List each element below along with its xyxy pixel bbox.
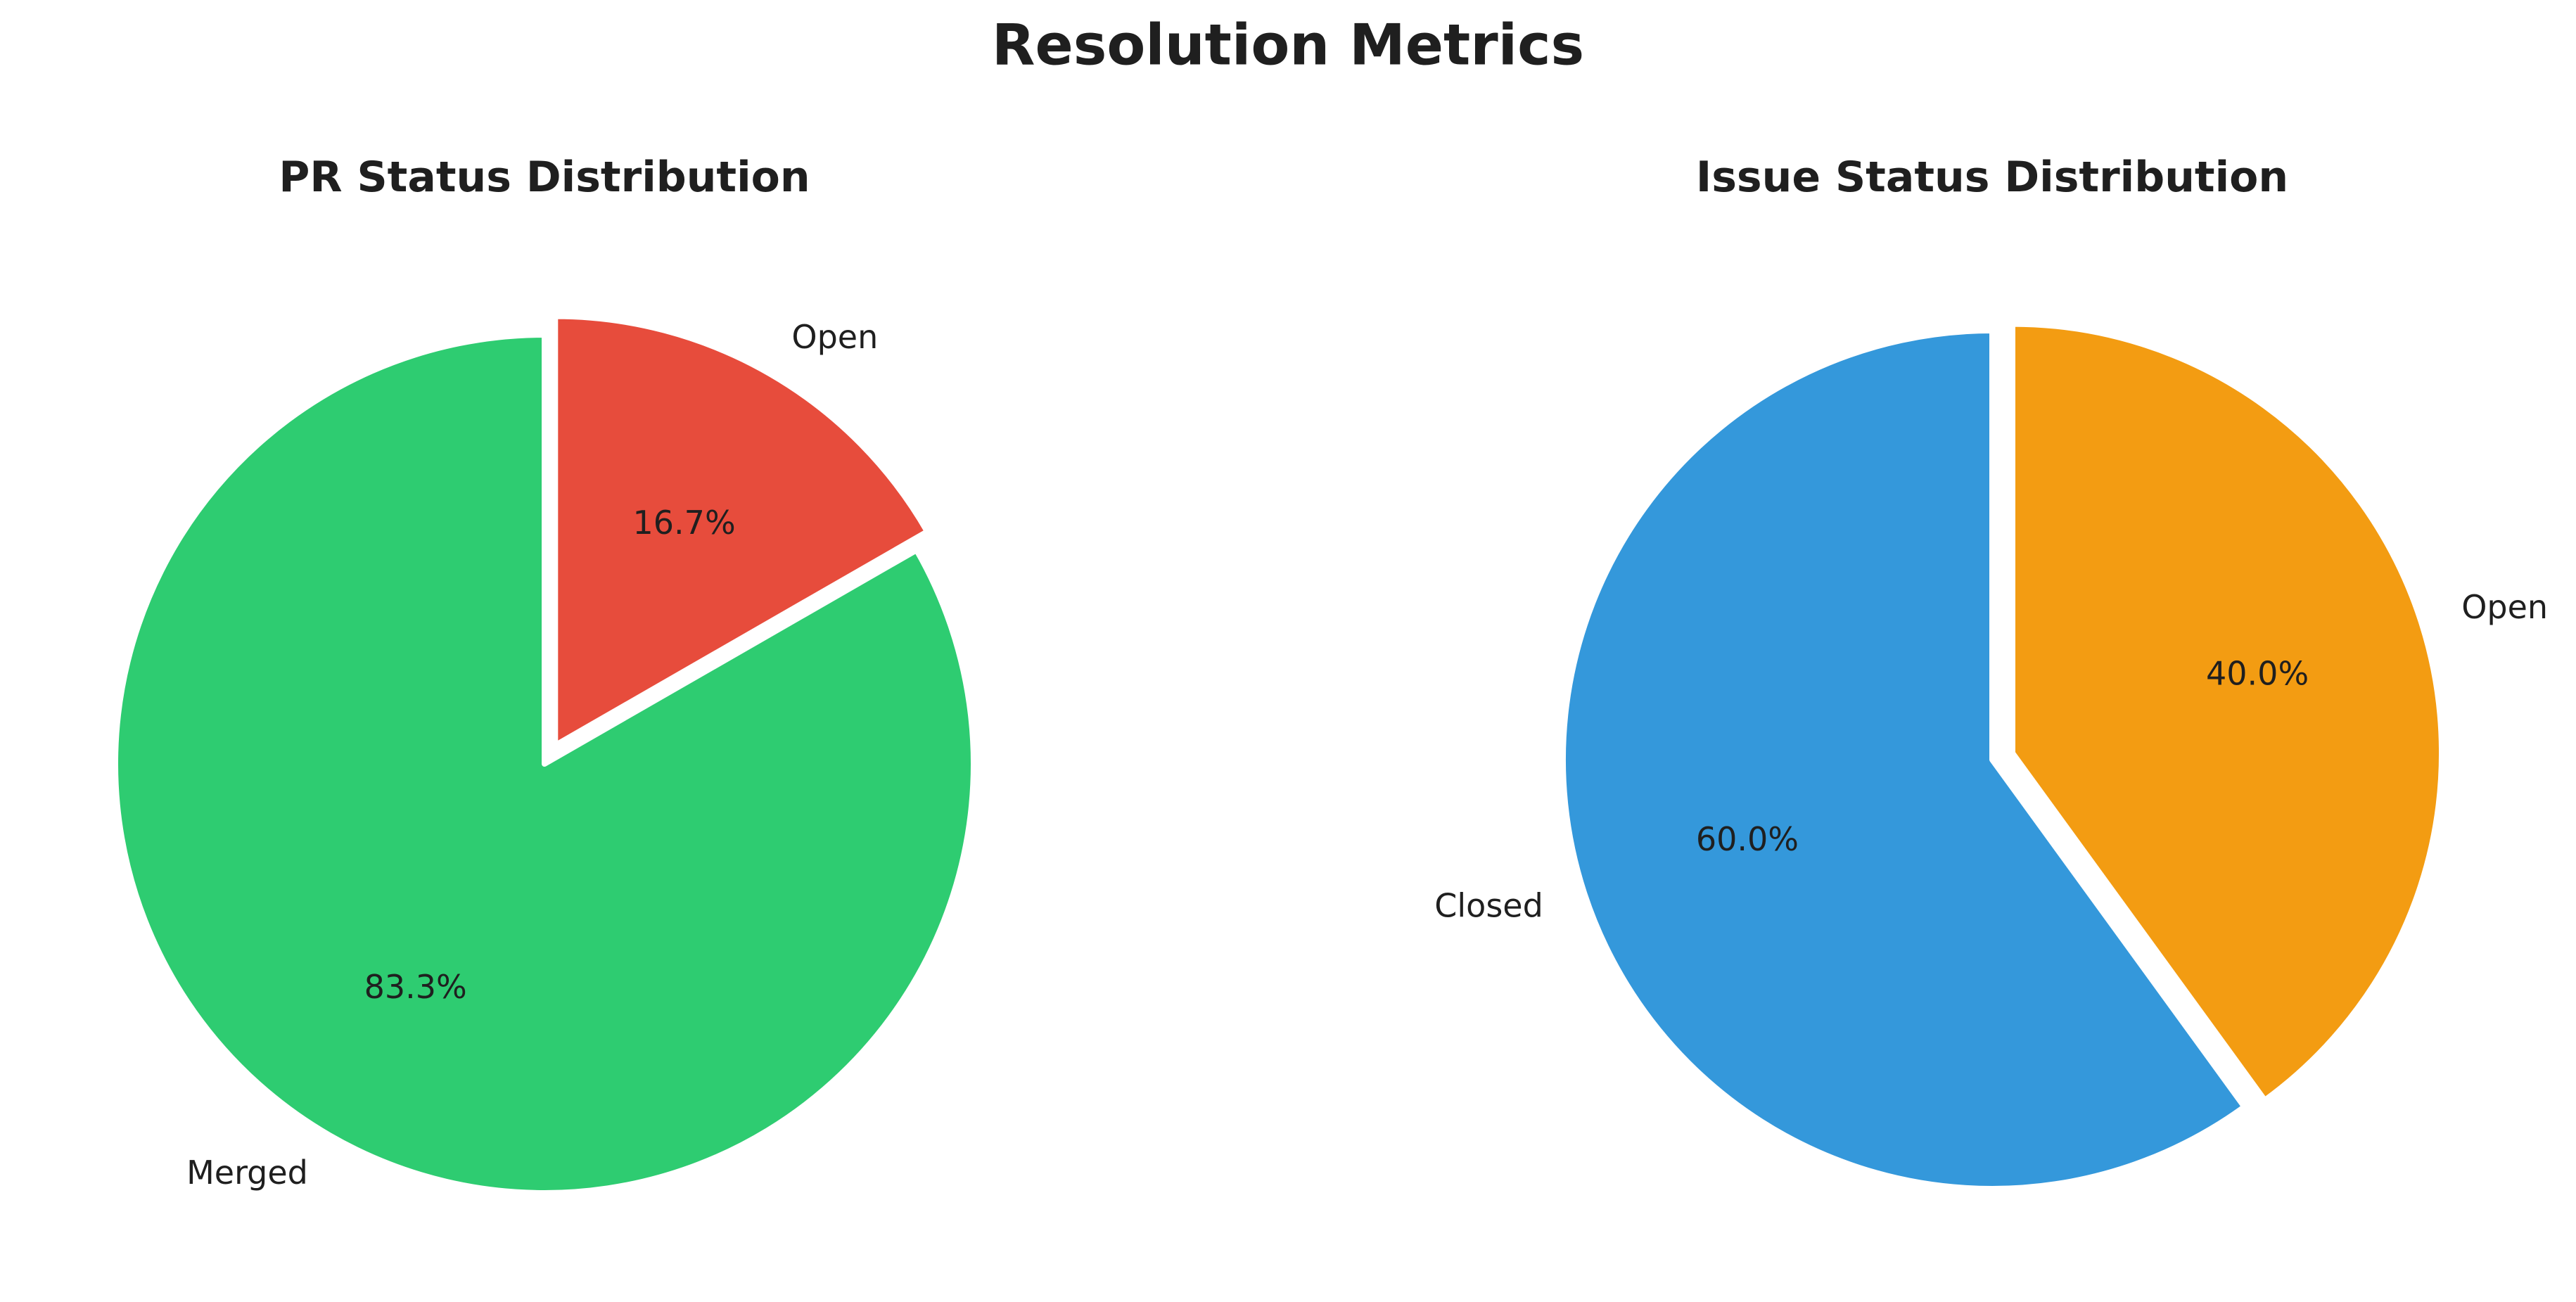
- pr-label-open: Open: [791, 318, 878, 356]
- issue-slice-open: [2010, 321, 2445, 1104]
- issue-pct-closed: 60.0%: [1696, 820, 1799, 858]
- pr-pct-merged: 83.3%: [364, 968, 467, 1006]
- pr-slice-open: [552, 313, 931, 748]
- issue-pie-title: Issue Status Distribution: [1696, 153, 2288, 202]
- pr-pct-open: 16.7%: [633, 504, 736, 542]
- issue-status-pie-chart: Issue Status Distribution 40.0% 60.0% Op…: [1434, 153, 2548, 1192]
- pr-pie-title: PR Status Distribution: [279, 153, 810, 202]
- pr-slice-merged: [113, 332, 976, 1196]
- issue-slice-closed: [1560, 328, 2247, 1192]
- issue-label-closed: Closed: [1434, 886, 1543, 924]
- issue-pct-open: 40.0%: [2206, 655, 2309, 693]
- pr-label-merged: Merged: [186, 1154, 308, 1192]
- pr-status-pie-chart: PR Status Distribution 16.7% 83.3% Open …: [113, 153, 976, 1196]
- figure-title: Resolution Metrics: [992, 13, 1584, 78]
- issue-label-open: Open: [2461, 588, 2548, 626]
